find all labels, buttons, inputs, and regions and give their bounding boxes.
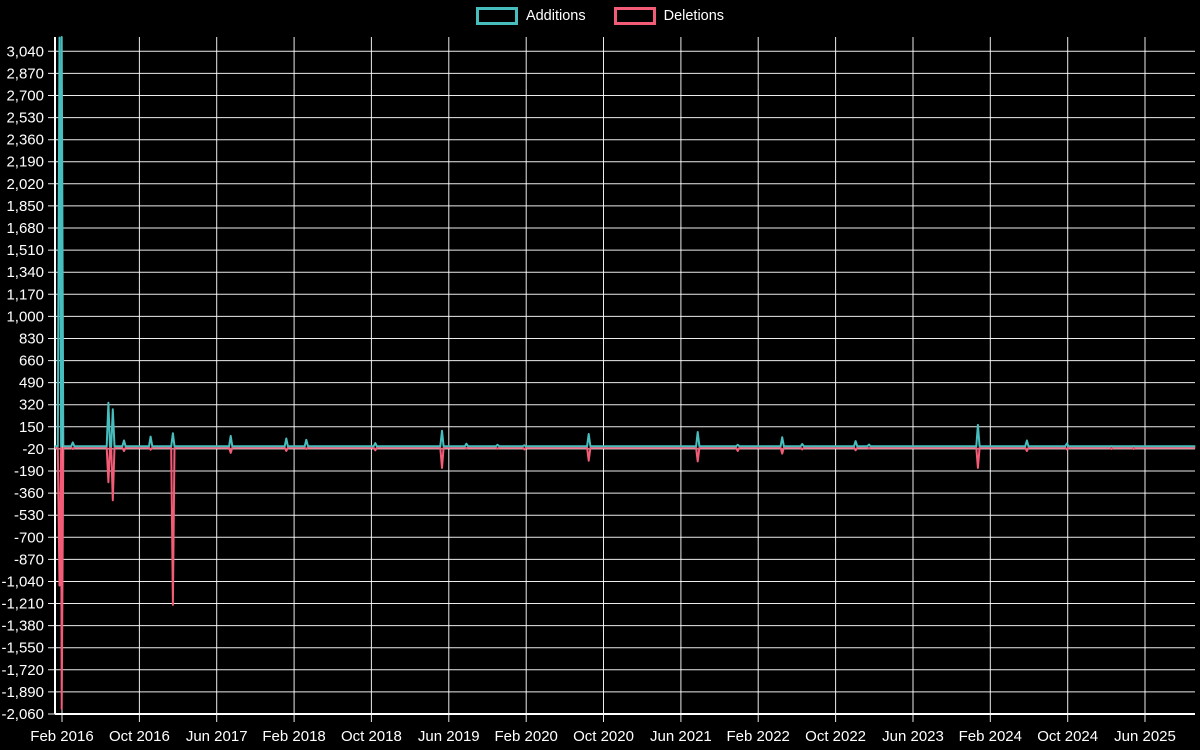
y-tick-label: -870 bbox=[14, 551, 44, 568]
chart-legend: Additions Deletions bbox=[0, 7, 1200, 25]
y-tick-label: 3,040 bbox=[6, 43, 44, 60]
y-tick-label: 1,170 bbox=[6, 286, 44, 303]
y-tick-label: -360 bbox=[14, 485, 44, 502]
x-tick-label: Jun 2023 bbox=[882, 728, 944, 745]
y-tick-label: 1,850 bbox=[6, 198, 44, 215]
x-tick-label: Oct 2024 bbox=[1037, 728, 1098, 745]
x-tick-label: Feb 2022 bbox=[727, 728, 790, 745]
x-tick-label: Feb 2024 bbox=[959, 728, 1022, 745]
y-tick-label: 660 bbox=[19, 353, 44, 370]
y-tick-label: -20 bbox=[22, 441, 44, 458]
deletions-line bbox=[54, 446, 1196, 710]
y-tick-label: -1,550 bbox=[1, 640, 44, 657]
y-tick-label: -2,060 bbox=[1, 706, 44, 723]
y-tick-label: 2,020 bbox=[6, 176, 44, 193]
x-tick-label: Jun 2019 bbox=[418, 728, 480, 745]
additions-swatch-icon bbox=[475, 7, 518, 25]
y-tick-label: -1,720 bbox=[1, 662, 44, 679]
legend-label-deletions: Deletions bbox=[663, 8, 725, 24]
y-tick-label: 1,510 bbox=[6, 242, 44, 259]
y-tick-label: -190 bbox=[14, 463, 44, 480]
x-tick-label: Jun 2017 bbox=[186, 728, 248, 745]
x-tick-label: Jun 2025 bbox=[1114, 728, 1176, 745]
legend-item-deletions[interactable]: Deletions bbox=[613, 7, 725, 25]
y-tick-label: 2,190 bbox=[6, 154, 44, 171]
x-tick-label: Oct 2022 bbox=[805, 728, 866, 745]
y-tick-label: 1,680 bbox=[6, 220, 44, 237]
additions-line bbox=[54, 36, 1196, 448]
x-tick-label: Oct 2020 bbox=[573, 728, 634, 745]
y-tick-label: -1,210 bbox=[1, 596, 44, 613]
legend-item-additions[interactable]: Additions bbox=[475, 7, 586, 25]
x-tick-label: Feb 2020 bbox=[495, 728, 558, 745]
x-tick-label: Feb 2016 bbox=[30, 728, 93, 745]
y-tick-label: -1,890 bbox=[1, 684, 44, 701]
y-tick-label: 1,340 bbox=[6, 264, 44, 281]
deletions-swatch-icon bbox=[613, 7, 656, 25]
y-tick-label: 2,530 bbox=[6, 110, 44, 127]
y-tick-label: 320 bbox=[19, 397, 44, 414]
y-tick-label: -530 bbox=[14, 507, 44, 524]
y-tick-label: -700 bbox=[14, 529, 44, 546]
y-tick-label: 2,700 bbox=[6, 88, 44, 105]
x-tick-label: Jun 2021 bbox=[650, 728, 712, 745]
x-tick-label: Oct 2016 bbox=[109, 728, 170, 745]
y-tick-label: 490 bbox=[19, 375, 44, 392]
y-tick-label: -1,040 bbox=[1, 574, 44, 591]
x-tick-label: Oct 2018 bbox=[341, 728, 402, 745]
y-tick-label: -1,380 bbox=[1, 618, 44, 635]
legend-label-additions: Additions bbox=[525, 8, 586, 24]
y-tick-label: 150 bbox=[19, 419, 44, 436]
y-tick-label: 2,870 bbox=[6, 65, 44, 82]
y-tick-label: 1,000 bbox=[6, 308, 44, 325]
y-tick-label: 2,360 bbox=[6, 132, 44, 149]
y-tick-label: 830 bbox=[19, 331, 44, 348]
x-tick-label: Feb 2018 bbox=[262, 728, 325, 745]
